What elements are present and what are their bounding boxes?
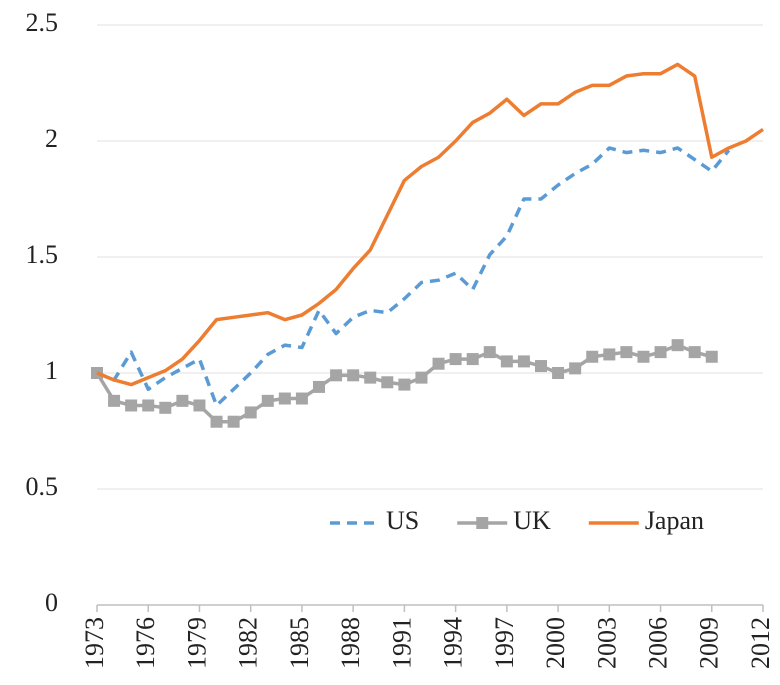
point-marker (313, 380, 325, 393)
point-marker (142, 399, 155, 412)
x-tick-label: 2006 (644, 617, 673, 669)
y-tick-label: 1.5 (26, 240, 59, 269)
x-tick-label: 1988 (336, 617, 365, 669)
point-marker (569, 362, 582, 375)
series-line (96, 146, 731, 408)
x-tick-label: 2000 (541, 617, 570, 669)
point-marker (552, 367, 565, 379)
point-marker (108, 394, 121, 407)
point-marker (244, 406, 257, 419)
point-marker (637, 350, 650, 363)
point-marker (261, 394, 274, 407)
point-marker (705, 350, 718, 363)
point-marker (125, 399, 138, 412)
point-marker (159, 401, 172, 414)
point-marker (210, 415, 223, 428)
point-marker (620, 346, 633, 359)
x-tick-label: 1973 (80, 617, 109, 669)
point-marker (381, 376, 394, 389)
x-tick-label: 1976 (131, 617, 160, 669)
y-tick-label: 0 (45, 588, 58, 617)
y-tick-label: 2.5 (26, 8, 59, 37)
x-tick-label: 1979 (182, 617, 211, 669)
point-marker (415, 371, 428, 384)
x-tick-label: 1994 (439, 617, 468, 669)
legend-item: US (330, 506, 419, 535)
point-marker (466, 353, 479, 366)
x-tick-label: 2012 (746, 617, 775, 669)
point-marker (671, 339, 684, 352)
point-marker (193, 399, 206, 412)
y-tick-label: 2 (45, 124, 58, 153)
point-marker (688, 346, 701, 359)
point-marker (330, 369, 343, 382)
x-tick-label: 1982 (234, 617, 263, 669)
point-marker (176, 394, 189, 407)
y-tick-label: 0.5 (26, 472, 59, 501)
legend-label: UK (513, 506, 551, 535)
point-marker (449, 353, 462, 366)
x-tick-label: 1985 (285, 617, 314, 669)
x-tick-label: 1991 (387, 617, 416, 669)
point-marker (278, 392, 291, 405)
point-marker (347, 369, 360, 382)
point-marker (603, 348, 616, 361)
legend-label: Japan (645, 506, 704, 535)
legend-marker (476, 517, 489, 529)
x-tick-label: 2003 (592, 617, 621, 669)
point-marker (517, 355, 530, 368)
y-tick-label: 1 (45, 356, 58, 385)
point-marker (654, 346, 667, 359)
legend-item: Japan (588, 506, 704, 535)
point-marker (483, 346, 496, 359)
point-marker (432, 357, 445, 370)
point-marker (586, 350, 599, 363)
x-tick-label: 2009 (695, 617, 724, 669)
series-line (96, 62, 764, 387)
point-marker (295, 392, 308, 405)
legend-label: US (386, 506, 419, 535)
point-marker (535, 360, 547, 373)
x-tick-label: 1997 (490, 617, 519, 669)
point-marker (227, 415, 240, 428)
legend-item: UK (457, 506, 551, 535)
point-marker (500, 355, 513, 368)
point-marker (364, 371, 377, 384)
point-marker (398, 378, 411, 391)
